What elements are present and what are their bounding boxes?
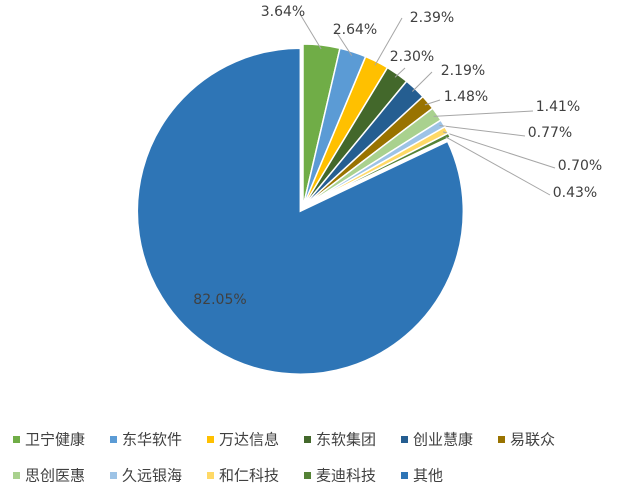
data-label: 0.43% <box>553 185 597 201</box>
leader-line <box>433 110 534 117</box>
legend-label: 卫宁健康 <box>25 431 85 449</box>
legend-label: 其他 <box>413 467 443 485</box>
legend-label: 和仁科技 <box>219 467 279 485</box>
leader-line <box>394 67 406 78</box>
data-label: 82.05% <box>193 292 246 308</box>
data-label: 3.64% <box>261 4 305 20</box>
leader-line <box>411 71 433 92</box>
leader-line <box>374 17 403 66</box>
legend-swatch <box>401 436 408 443</box>
legend-label: 久远银海 <box>122 467 182 485</box>
legend-label: 麦迪科技 <box>316 467 376 485</box>
legend-label: 思创医惠 <box>25 467 85 485</box>
legend-swatch <box>498 436 505 443</box>
data-label: 2.30% <box>390 49 434 65</box>
legend-swatch <box>13 472 20 479</box>
legend-swatch <box>13 436 20 443</box>
legend-swatch <box>304 436 311 443</box>
data-label: 2.64% <box>333 22 377 38</box>
leader-line <box>442 131 556 169</box>
legend-label: 万达信息 <box>219 431 279 449</box>
legend-swatch <box>110 436 117 443</box>
leader-line <box>439 125 526 137</box>
legend-swatch <box>401 472 408 479</box>
data-label: 1.48% <box>444 89 488 105</box>
pie-slice <box>136 47 465 375</box>
data-label: 1.41% <box>536 99 580 115</box>
legend-label: 东软集团 <box>316 431 376 449</box>
legend-swatch <box>207 472 214 479</box>
leader-line <box>445 136 551 196</box>
data-label: 0.70% <box>558 158 602 174</box>
data-label: 2.19% <box>441 63 485 79</box>
legend-swatch <box>207 436 214 443</box>
leader-line <box>299 13 322 50</box>
legend-label: 东华软件 <box>122 431 182 449</box>
leader-line <box>424 99 441 106</box>
pie-slice <box>302 132 452 208</box>
legend-swatch <box>110 472 117 479</box>
legend-label: 易联众 <box>510 431 555 449</box>
leader-line <box>334 29 353 56</box>
data-label: 2.39% <box>410 10 454 26</box>
data-label: 0.77% <box>528 125 572 141</box>
legend-swatch <box>304 472 311 479</box>
legend-label: 创业慧康 <box>413 431 473 449</box>
